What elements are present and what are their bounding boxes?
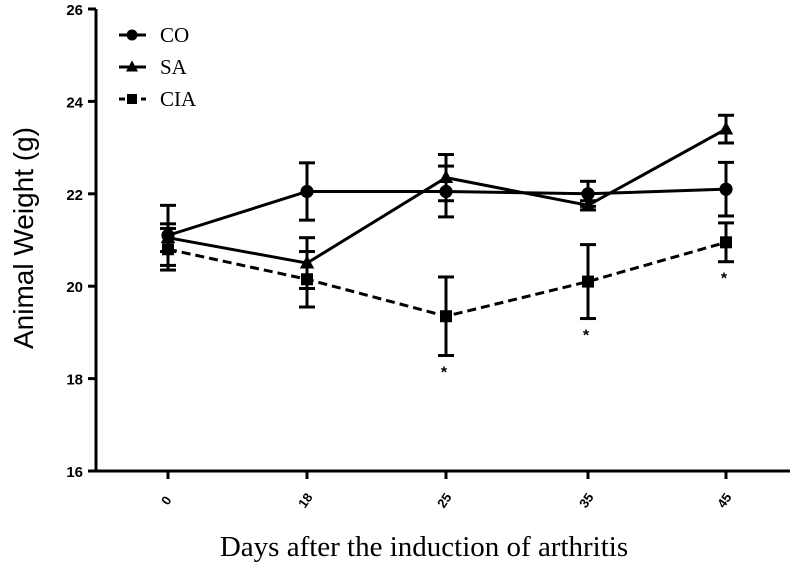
triangle-marker xyxy=(718,121,734,135)
circle-marker xyxy=(126,29,138,41)
significance-asterisk: * xyxy=(583,328,590,345)
significance-asterisk: * xyxy=(441,365,448,382)
series-layer: * * * xyxy=(160,113,734,382)
x-tick-label: 45 xyxy=(714,490,735,510)
square-marker xyxy=(720,236,732,249)
triangle-marker xyxy=(438,169,454,184)
y-tick-label: 18 xyxy=(66,372,83,389)
y-tick-label: 20 xyxy=(66,279,83,296)
x-tick-label: 18 xyxy=(295,490,316,510)
square-marker xyxy=(162,243,174,256)
y-tick-label: 16 xyxy=(66,464,83,481)
x-tick-label: 25 xyxy=(434,490,455,510)
circle-marker xyxy=(300,184,314,199)
series-sa xyxy=(160,113,734,291)
axes: 16 18 20 22 24 26 0 18 25 35 45 xyxy=(66,2,790,511)
x-tick-label: 0 xyxy=(158,493,174,508)
y-axis-label: Animal Weight (g) xyxy=(8,127,39,349)
significance-asterisk: * xyxy=(721,271,728,288)
triangle-marker xyxy=(126,60,138,72)
square-marker xyxy=(440,310,452,323)
series-cia xyxy=(160,221,734,357)
legend-label: CIA xyxy=(160,87,197,111)
y-tick-label: 26 xyxy=(66,2,83,19)
legend: CO SA CIA xyxy=(119,23,197,111)
x-tick-label: 35 xyxy=(576,490,597,510)
legend-item-sa: SA xyxy=(119,55,188,79)
circle-marker xyxy=(581,187,595,201)
legend-label: SA xyxy=(160,55,188,79)
legend-label: CO xyxy=(160,23,189,47)
square-marker xyxy=(127,94,137,104)
square-marker xyxy=(301,273,313,286)
legend-item-cia: CIA xyxy=(119,87,197,111)
y-tick-label: 22 xyxy=(66,187,83,204)
y-tick-label: 24 xyxy=(66,94,83,111)
x-axis-label: Days after the induction of arthritis xyxy=(220,531,628,563)
square-marker xyxy=(582,275,594,288)
circle-marker xyxy=(719,182,733,196)
legend-item-co: CO xyxy=(119,23,189,47)
triangle-marker xyxy=(580,197,596,211)
